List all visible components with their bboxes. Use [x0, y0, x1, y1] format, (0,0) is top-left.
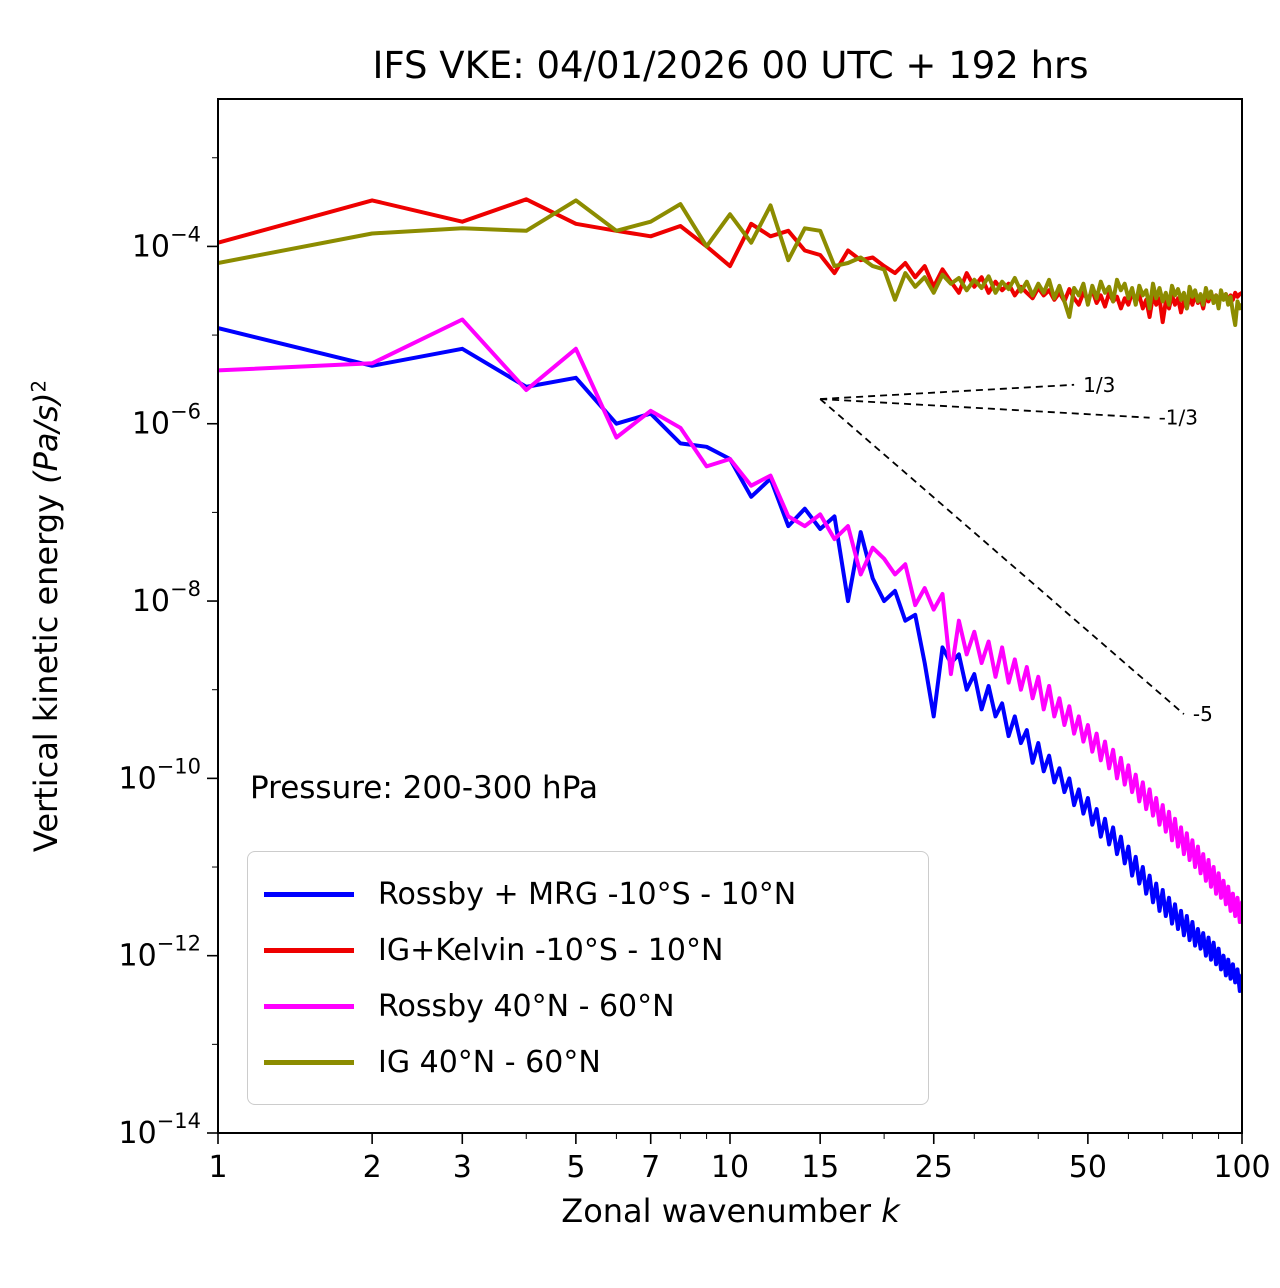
ref-line-1 [820, 398, 1150, 419]
legend-item-0: Rossby + MRG -10°S - 10°N [264, 866, 918, 922]
legend-swatch [264, 1059, 354, 1065]
legend-swatch [264, 947, 354, 953]
x-tick-label: 100 [1213, 1150, 1270, 1185]
pressure-annotation: Pressure: 200-300 hPa [250, 770, 598, 806]
x-tick-label: 7 [641, 1150, 660, 1185]
legend-swatch [264, 891, 354, 897]
axes-frame [217, 98, 1243, 1134]
y-tick-label: 10−4 [132, 222, 201, 264]
legend-item-3: IG 40°N - 60°N [264, 1034, 918, 1090]
x-tick-label: 15 [801, 1150, 839, 1185]
y-tick-label: 10−14 [118, 1109, 201, 1151]
y-tick-label: 10−12 [118, 932, 201, 974]
y-tick-label: 10−6 [132, 400, 201, 442]
ref-line-label-2: -5 [1193, 702, 1213, 726]
x-tick-label: 5 [566, 1150, 585, 1185]
x-axis-label-var: k [881, 1192, 900, 1230]
x-axis-label-text: Zonal wavenumber [561, 1192, 882, 1230]
legend: Rossby + MRG -10°S - 10°N IG+Kelvin -10°S… [247, 851, 929, 1105]
y-axis-label-text: Vertical kinetic energy [27, 483, 65, 853]
x-tick-label: 3 [453, 1150, 472, 1185]
legend-item-1: IG+Kelvin -10°S - 10°N [264, 922, 918, 978]
legend-item-2: Rossby 40°N - 60°N [264, 978, 918, 1034]
ref-line-0 [820, 383, 1075, 400]
legend-label: IG 40°N - 60°N [378, 1044, 601, 1080]
y-tick-label: 10−8 [132, 577, 201, 619]
x-tick-label: 10 [711, 1150, 749, 1185]
y-axis-label: Vertical kinetic energy (Pa/s)2 [27, 380, 65, 852]
chart-title: IFS VKE: 04/01/2026 00 UTC + 192 hrs [372, 44, 1089, 87]
series-line-3 [218, 198, 1242, 327]
y-axis-label-sup: 2 [27, 379, 51, 393]
ref-line-label-0: 1/3 [1083, 373, 1115, 397]
legend-label: Rossby + MRG -10°S - 10°N [378, 876, 797, 912]
x-tick-label: 1 [208, 1150, 227, 1185]
legend-label: IG+Kelvin -10°S - 10°N [378, 932, 724, 968]
series-group [218, 197, 1242, 993]
legend-label: Rossby 40°N - 60°N [378, 988, 675, 1024]
x-tick-label: 2 [363, 1150, 382, 1185]
y-axis-label-math: (Pa/s) [27, 392, 65, 484]
x-tick-label: 25 [915, 1150, 953, 1185]
y-tick-label: 10−10 [118, 754, 201, 796]
ref-line-label-1: -1/3 [1159, 406, 1198, 430]
series-line-2 [218, 317, 1242, 924]
x-tick-label: 50 [1069, 1150, 1107, 1185]
series-line-0 [218, 326, 1242, 993]
x-axis-label: Zonal wavenumber k [218, 1192, 1243, 1230]
ref-line-2 [819, 398, 1185, 715]
legend-swatch [264, 1003, 354, 1009]
